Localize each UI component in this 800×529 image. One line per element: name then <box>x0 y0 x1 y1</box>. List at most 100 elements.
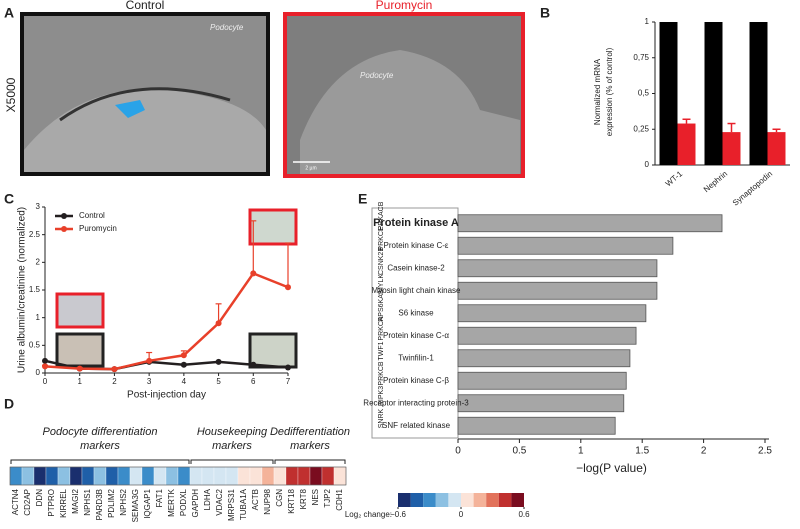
bar <box>457 394 625 413</box>
x-tick-label: Nephrin <box>702 169 729 194</box>
gene-label: CSNK2B <box>378 247 385 275</box>
heatmap-cell <box>69 466 83 486</box>
colorbar-swatch <box>461 493 474 507</box>
y-tick-label: 1 <box>36 313 41 322</box>
heatmap-cell <box>21 466 35 486</box>
heatmap-cell <box>9 466 23 486</box>
series-line <box>44 271 289 371</box>
gene-label: SEMA3G <box>131 489 140 522</box>
x-tick-label: 5 <box>216 377 221 386</box>
group-bracket <box>274 459 346 464</box>
category-label: Receptor interacting protein-3 <box>363 398 469 407</box>
x-tick-label: 1.5 <box>635 446 649 457</box>
bar <box>457 236 674 255</box>
group-label: markers <box>80 440 120 452</box>
heatmap-cell <box>105 466 119 486</box>
gene-label: PDLIM2 <box>107 488 116 517</box>
point <box>111 366 118 373</box>
y-tick-label: 2.5 <box>29 230 41 239</box>
category-label: Myosin light chain kinase <box>372 286 461 295</box>
bar <box>659 22 678 165</box>
group-label: markers <box>290 440 330 452</box>
heatmap-cell <box>117 466 131 486</box>
x-tick-label: 3 <box>147 377 152 386</box>
gene-label: MRPS31 <box>227 488 236 521</box>
point <box>146 357 153 364</box>
colorbar-tick-label: −0.6 <box>390 510 406 519</box>
gene-label: RIPK3 <box>378 386 385 406</box>
gene-label: TUBA1A <box>239 488 248 520</box>
y-tick-label: 1 <box>645 17 650 26</box>
heatmap-cell <box>201 466 215 486</box>
inset-image <box>248 208 298 246</box>
inset-image <box>55 292 105 329</box>
group-bracket <box>190 459 274 464</box>
y-tick-label: 0.5 <box>29 340 41 349</box>
group-label: Housekeeping <box>197 426 268 438</box>
point <box>42 363 48 370</box>
legend-swatch <box>61 213 67 219</box>
x-tick-label: 6 <box>251 377 256 386</box>
image-title: Control <box>126 0 165 12</box>
y-tick-label: 0 <box>36 368 41 377</box>
gene-label: RPS6KA3 <box>378 290 385 322</box>
gene-label: NPHS2 <box>119 488 128 515</box>
image-texture <box>24 89 266 172</box>
panel-letter: E <box>358 191 367 207</box>
heatmap-cell <box>141 466 155 486</box>
gene-label: CGN <box>275 489 284 507</box>
x-tick-label: 2 <box>112 377 117 386</box>
gene-label: KRT8 <box>299 488 308 509</box>
gene-label: GAPDH <box>191 489 200 518</box>
point <box>215 358 222 365</box>
scale-label: 2 µm <box>305 165 316 171</box>
panel-letter: C <box>4 191 14 207</box>
heatmap-cell <box>81 466 95 486</box>
highlight <box>115 100 145 118</box>
colorbar-swatch <box>473 493 487 507</box>
point <box>180 361 187 368</box>
heatmap-cell <box>177 466 191 486</box>
gene-label: PARD3B <box>95 489 104 520</box>
category-label: Twinfilin-1 <box>398 353 434 362</box>
bar <box>457 281 658 300</box>
gene-label: DDN <box>35 489 44 507</box>
x-axis-title: −log(P value) <box>576 461 647 475</box>
gene-label: TWF1 <box>378 341 385 360</box>
x-tick-label: 1 <box>578 446 584 457</box>
x-tick-label: 7 <box>286 377 291 386</box>
gene-label: NPHS1 <box>83 488 92 515</box>
point <box>250 270 257 277</box>
bar <box>767 132 786 165</box>
y-tick-label: 0,25 <box>633 124 649 133</box>
bar <box>457 416 616 435</box>
heatmap-cell <box>129 466 143 486</box>
gene-label: CDH1 <box>335 488 344 510</box>
gene-label: MERTK <box>167 488 176 517</box>
colorbar-swatch <box>423 493 436 507</box>
inset-image <box>248 332 298 369</box>
category-label: Casein kinase-2 <box>387 263 445 272</box>
heatmap-cell <box>213 466 227 486</box>
gene-label: PRKCB <box>378 361 385 385</box>
heatmap-cell <box>57 466 71 486</box>
image-label: Podocyte <box>210 23 244 32</box>
category-label: Protein kinase A <box>373 217 459 229</box>
category-label: Protein kinase C-α <box>383 331 449 340</box>
point <box>76 365 83 372</box>
gene-label: FAT1 <box>155 488 164 507</box>
x-tick-label: 4 <box>182 377 187 386</box>
x-axis-title: Post-injection day <box>127 390 206 401</box>
y-axis-title: Normalized mRNA <box>593 58 602 125</box>
gene-label: KIRREL <box>59 488 68 517</box>
heatmap-cell <box>45 466 59 486</box>
gene-label: PRKCE <box>378 226 385 250</box>
colorbar-tick-label: 0.6 <box>518 510 530 519</box>
y-tick-label: 1.5 <box>29 285 41 294</box>
group-label: Podocyte differentiation <box>43 426 158 438</box>
legend-label: Puromycin <box>79 224 117 233</box>
image-label: Podocyte <box>360 71 394 80</box>
y-axis-title: Urine albumin/creatinine (normalized) <box>17 207 28 373</box>
bar <box>457 326 637 345</box>
